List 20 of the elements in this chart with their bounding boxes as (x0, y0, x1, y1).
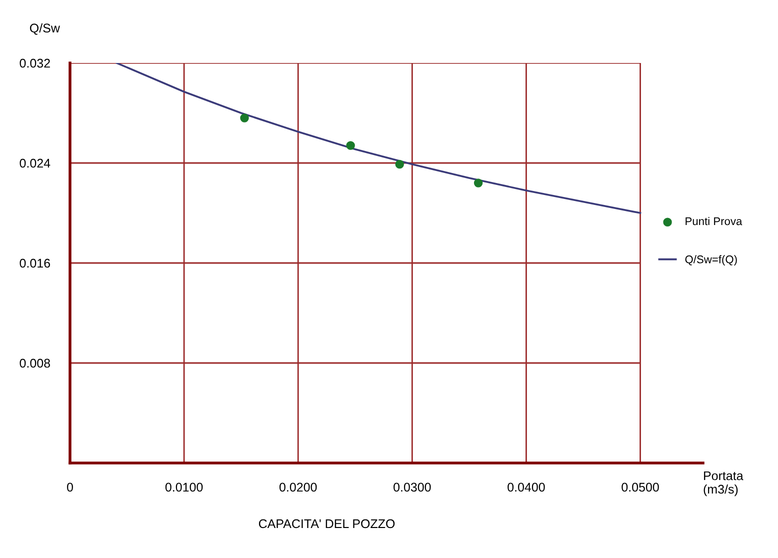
x-tick-label: 0.0100 (165, 482, 203, 492)
x-tick-label: 0.0300 (394, 482, 431, 492)
y-tick-label: 0.032 (20, 58, 50, 68)
text: CAPACITA' DEL POZZO (258, 519, 395, 528)
x-tick-label: 0.0200 (279, 482, 317, 492)
legend-label: Punti Prova (686, 217, 742, 226)
x-tick-label: 0.0400 (508, 482, 545, 492)
legend-label: Q/Sw=f(Q) (685, 255, 737, 266)
point (346, 141, 355, 150)
x-tick-label: 0.0500 (622, 482, 659, 492)
y-axis-title: Q/Sw (30, 23, 60, 35)
point (395, 160, 404, 169)
y-tick-label: 0.016 (20, 258, 50, 268)
point (474, 178, 483, 188)
point (240, 114, 249, 122)
y-tick-label: 0.024 (20, 158, 50, 168)
y-tick-label: 0.008 (20, 358, 50, 368)
line-series (116, 63, 642, 214)
x-axis-title: Portata (m3/s) (704, 471, 744, 496)
x-tick-label: 0 (67, 482, 73, 492)
